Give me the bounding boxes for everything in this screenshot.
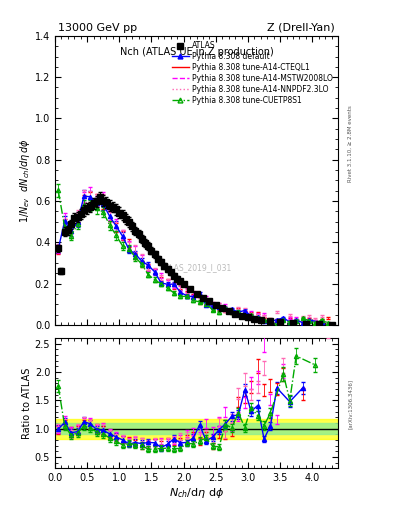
X-axis label: $N_{ch}$/d$\eta$ d$\phi$: $N_{ch}$/d$\eta$ d$\phi$ <box>169 486 224 500</box>
Y-axis label: Ratio to ATLAS: Ratio to ATLAS <box>22 368 32 439</box>
Text: Nch (ATLAS UE in Z production): Nch (ATLAS UE in Z production) <box>119 48 274 57</box>
Y-axis label: $1/N_{ev}$  $dN_{ch}/d\eta\, d\phi$: $1/N_{ev}$ $dN_{ch}/d\eta\, d\phi$ <box>18 138 32 223</box>
Text: ATLAS_2019_I_031: ATLAS_2019_I_031 <box>161 263 232 272</box>
Text: [arXiv:1306.3436]: [arXiv:1306.3436] <box>348 379 353 430</box>
Text: 13000 GeV pp: 13000 GeV pp <box>58 23 137 33</box>
Legend: ATLAS, Pythia 8.308 default, Pythia 8.308 tune-A14-CTEQL1, Pythia 8.308 tune-A14: ATLAS, Pythia 8.308 default, Pythia 8.30… <box>169 38 336 108</box>
Text: Rivet 3.1.10, ≥ 2.8M events: Rivet 3.1.10, ≥ 2.8M events <box>348 105 353 182</box>
Text: Z (Drell-Yan): Z (Drell-Yan) <box>267 23 335 33</box>
